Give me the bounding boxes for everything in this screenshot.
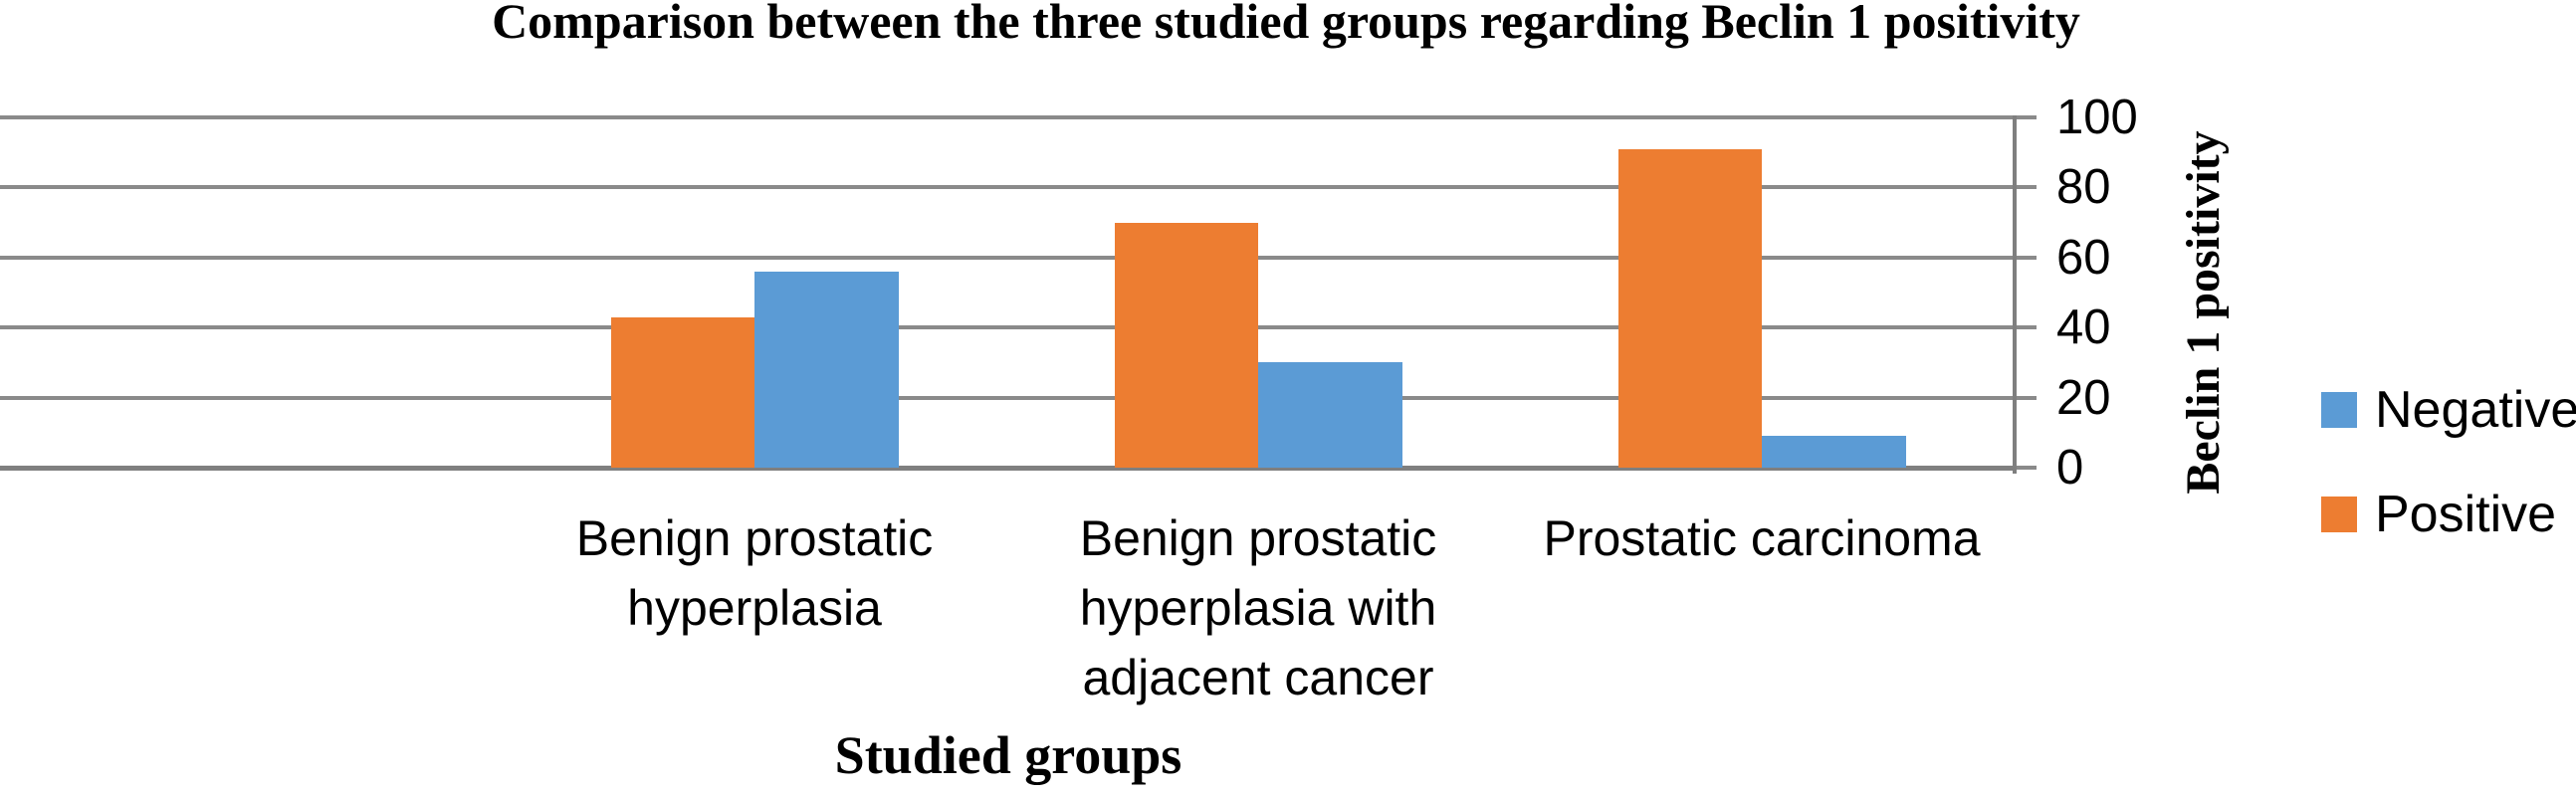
y-axis-tick-label: 20 xyxy=(2056,370,2111,425)
y-axis-line xyxy=(2013,115,2017,474)
y-axis-tick-mark xyxy=(2015,325,2037,330)
y-axis-tick-mark xyxy=(2015,255,2037,260)
gridline xyxy=(0,115,2015,119)
y-axis-tick-mark xyxy=(2015,395,2037,400)
legend-swatch-positive-icon xyxy=(2321,497,2357,532)
legend-label-positive: Positive xyxy=(2375,486,2557,543)
legend-label-negative: Negative xyxy=(2375,381,2576,439)
gridline xyxy=(0,255,2015,260)
bar-positive-2 xyxy=(1618,148,1762,468)
chart-title: Comparison between the three studied gro… xyxy=(492,0,2080,49)
legend-item-positive: Positive xyxy=(2321,485,2556,544)
legend-item-negative: Negative xyxy=(2321,380,2576,440)
y-axis-tick-label: 80 xyxy=(2056,160,2111,215)
bar-negative-0 xyxy=(754,271,899,468)
y-axis-tick-label: 0 xyxy=(2056,441,2084,495)
gridline xyxy=(0,185,2015,190)
bar-negative-1 xyxy=(1258,362,1402,468)
x-axis-baseline xyxy=(0,466,2015,471)
bar-positive-1 xyxy=(1115,222,1258,468)
y-axis-tick-mark xyxy=(2015,466,2037,470)
gridline xyxy=(0,325,2015,330)
x-axis-title: Studied groups xyxy=(834,725,1182,785)
gridline xyxy=(0,395,2015,400)
bar-positive-0 xyxy=(611,316,754,468)
category-label-bph-with-adjacent-cancer: Benign prostatic hyperplasia with adjace… xyxy=(1079,510,1437,705)
category-label-prostatic-carcinoma: Prostatic carcinoma xyxy=(1543,510,1981,566)
y-axis-tick-mark xyxy=(2015,185,2037,190)
bar-negative-2 xyxy=(1762,436,1906,468)
y-axis-tick-label: 100 xyxy=(2056,91,2138,144)
y-axis-title: Beclin 1 positivity xyxy=(2177,130,2230,495)
y-axis-tick-label: 60 xyxy=(2056,230,2111,285)
y-axis-tick-mark xyxy=(2015,115,2037,119)
legend-swatch-negative-icon xyxy=(2321,392,2357,428)
y-axis-tick-label: 40 xyxy=(2056,300,2111,355)
category-label-benign-prostatic-hyperplasia: Benign prostatic hyperplasia xyxy=(575,510,934,636)
